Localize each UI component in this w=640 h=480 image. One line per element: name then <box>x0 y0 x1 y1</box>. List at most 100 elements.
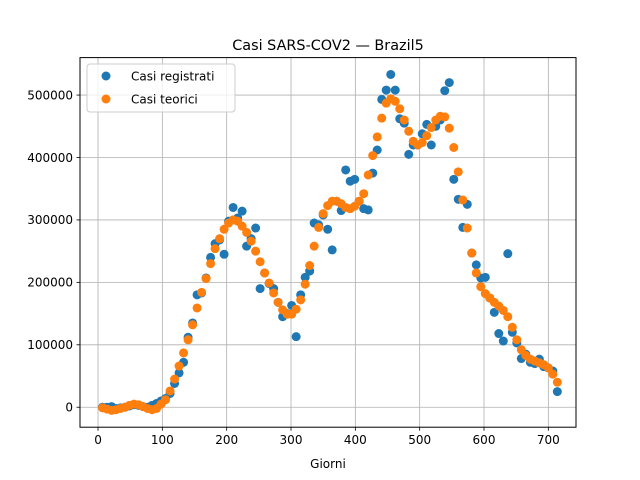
data-point <box>503 312 513 322</box>
data-point <box>368 151 378 161</box>
data-point <box>471 268 481 278</box>
data-point <box>291 304 301 314</box>
x-ticks: 0 100 200 300 400 500 600 700 <box>94 427 560 447</box>
data-point <box>206 259 216 269</box>
y-tick-label: 100000 <box>27 338 73 352</box>
plot-points <box>98 69 562 415</box>
data-point <box>498 336 508 346</box>
data-point <box>161 395 171 405</box>
data-point <box>381 85 391 95</box>
data-point <box>300 279 310 289</box>
data-point <box>552 387 562 397</box>
data-point <box>449 143 459 153</box>
data-point <box>476 282 486 292</box>
data-point <box>260 268 270 278</box>
data-point <box>359 189 369 199</box>
data-point <box>552 377 562 387</box>
data-point <box>390 96 400 106</box>
data-point <box>188 320 198 330</box>
data-point <box>377 113 387 123</box>
data-point <box>255 257 265 267</box>
y-tick-label: 0 <box>65 401 73 415</box>
x-tick-label: 700 <box>537 433 560 447</box>
series-casi-teorici <box>98 94 562 415</box>
x-tick-label: 200 <box>215 433 238 447</box>
data-point <box>350 174 360 184</box>
data-point <box>471 260 481 270</box>
data-point <box>305 261 315 270</box>
data-point <box>426 140 436 150</box>
data-point <box>363 205 373 215</box>
data-point <box>498 305 508 315</box>
data-point <box>404 126 414 136</box>
data-point <box>215 234 225 244</box>
data-point <box>296 295 306 305</box>
data-point <box>494 329 504 339</box>
data-point <box>440 86 450 96</box>
y-ticks: 0 100000 200000 300000 400000 500000 <box>27 88 80 415</box>
plot-area-frame <box>79 57 577 428</box>
data-point <box>170 374 180 384</box>
data-point <box>507 322 517 332</box>
data-point <box>323 224 333 234</box>
data-point <box>318 209 328 219</box>
x-tick-label: 500 <box>408 433 431 447</box>
data-point <box>197 287 207 297</box>
x-tick-label: 100 <box>151 433 174 447</box>
chart-title: Casi SARS-COV2 — Brazil5 <box>232 38 423 54</box>
data-point <box>219 249 229 259</box>
x-tick-label: 600 <box>473 433 496 447</box>
legend: Casi registrati Casi teorici <box>86 63 236 113</box>
data-point <box>309 241 319 251</box>
data-point <box>372 132 382 142</box>
data-point <box>390 85 400 95</box>
data-point <box>327 245 337 255</box>
data-point <box>480 272 490 282</box>
data-point <box>251 223 261 233</box>
data-point <box>206 252 216 262</box>
data-point <box>503 249 513 259</box>
data-point <box>251 246 261 256</box>
x-tick-label: 300 <box>280 433 303 447</box>
data-point <box>426 123 436 133</box>
data-point <box>219 224 229 234</box>
data-point <box>422 131 432 141</box>
legend-label-casi-teorici: Casi teorici <box>131 93 198 107</box>
x-axis-label: Giorni <box>310 457 346 471</box>
data-point <box>237 206 247 216</box>
data-point <box>237 221 247 231</box>
y-tick-label: 200000 <box>27 276 73 290</box>
data-point <box>228 202 238 212</box>
x-tick-label: 400 <box>344 433 367 447</box>
data-point <box>449 174 459 184</box>
data-point <box>174 368 184 378</box>
data-point <box>417 138 427 148</box>
data-point <box>512 335 522 345</box>
data-point <box>291 332 301 342</box>
data-point <box>444 123 454 133</box>
data-point <box>210 244 220 254</box>
y-tick-label: 500000 <box>27 88 73 102</box>
data-point <box>462 223 472 233</box>
data-point <box>404 149 414 159</box>
data-point <box>341 165 351 175</box>
data-point <box>543 363 553 373</box>
data-point <box>399 115 409 125</box>
data-point <box>255 284 265 294</box>
data-point <box>242 227 252 237</box>
data-point <box>395 104 405 114</box>
data-point <box>440 112 450 122</box>
data-point <box>458 195 468 205</box>
data-point <box>269 288 279 298</box>
data-point <box>201 274 211 284</box>
data-point <box>183 335 193 345</box>
data-point <box>246 236 256 246</box>
data-point <box>179 348 189 358</box>
x-tick-label: 0 <box>94 433 102 447</box>
legend-marker-casi-registrati <box>101 71 111 81</box>
legend-box <box>86 63 236 113</box>
data-point <box>363 170 373 180</box>
y-tick-label: 300000 <box>27 213 73 227</box>
y-tick-label: 400000 <box>27 151 73 165</box>
